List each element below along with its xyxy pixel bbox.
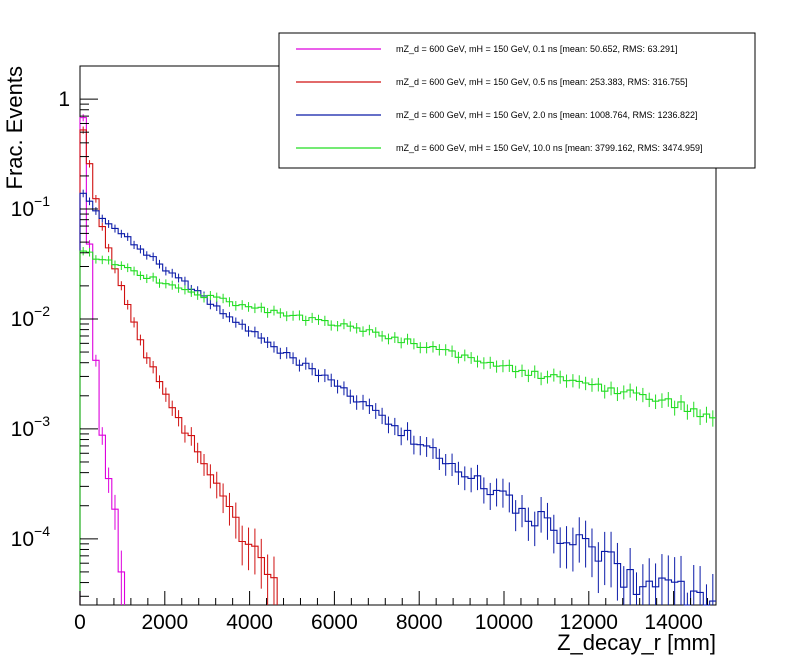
x-tick-label: 8000 [396,611,443,634]
legend-entries: mZ_d = 600 GeV, mH = 150 GeV, 0.1 ns [me… [296,44,703,153]
legend-entry-label: mZ_d = 600 GeV, mH = 150 GeV, 0.5 ns [me… [396,77,688,87]
x-tick-label: 14000 [644,611,702,634]
series-2 [79,189,716,606]
legend-entry-label: mZ_d = 600 GeV, mH = 150 GeV, 2.0 ns [me… [396,110,698,120]
x-tick-label: 6000 [311,611,358,634]
x-tick-label: 2000 [141,611,188,634]
y-tick-label: 10−3 [11,413,51,441]
legend-box [278,32,756,169]
axes-layer: 0 2000 4000 6000 8000 10000 12000 14000 1 10−1 10−… [11,65,709,634]
legend: mZ_d = 600 GeV, mH = 150 GeV, 0.1 ns [me… [278,32,756,169]
x-tick-label: 0 [74,611,86,634]
x-axis-title: Z_decay_r [mm] [557,630,716,655]
legend-entry-label: mZ_d = 600 GeV, mH = 150 GeV, 0.1 ns [me… [396,44,678,54]
x-tick-label: 4000 [226,611,273,634]
series-line [79,129,278,605]
y-tick-label: 10−1 [11,193,51,221]
series-line [79,192,716,606]
series-3 [79,247,716,605]
series-layer [79,114,716,606]
series-line [79,117,126,605]
y-tick-label: 10−4 [11,523,51,551]
y-tick-label: 1 [58,88,70,111]
y-axis-title: Frac. Events [2,66,27,189]
x-tick-label: 12000 [560,611,618,634]
series-1 [79,126,278,605]
series-line [79,250,716,605]
x-tick-label: 10000 [475,611,533,634]
y-tick-label: 10−2 [11,303,51,331]
legend-entry-label: mZ_d = 600 GeV, mH = 150 GeV, 10.0 ns [m… [396,143,703,153]
series-0 [79,114,126,605]
